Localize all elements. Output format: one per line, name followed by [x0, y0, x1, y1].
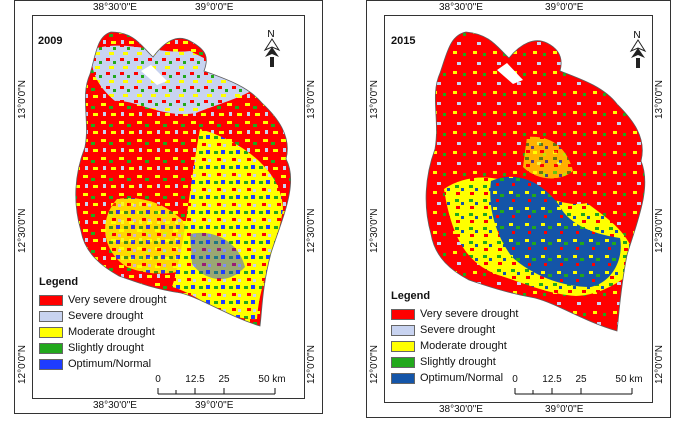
north-arrow-icon: N	[629, 30, 647, 68]
scale-bar-line	[514, 388, 633, 395]
legend-item-very-severe: Very severe drought	[39, 292, 166, 308]
top-longitude-label-1: 38°30'0"E	[93, 2, 137, 13]
map-legend: Legend Very severe drought Severe drough…	[391, 290, 518, 386]
right-latitude-label-2: 12°30'0"N	[654, 208, 665, 254]
right-latitude-label-2: 12°30'0"N	[306, 208, 317, 254]
scale-tick-50: 50 km	[258, 374, 286, 385]
scale-tick-0: 0	[512, 374, 518, 385]
legend-item-severe: Severe drought	[391, 322, 518, 338]
scale-bar: 0 12.5 25 50 km	[152, 374, 286, 402]
scale-bar-line	[157, 388, 276, 395]
legend-item-slightly: Slightly drought	[391, 354, 518, 370]
drought-map-2009	[75, 31, 292, 327]
left-latitude-label-1: 13°0'0"N	[369, 80, 380, 119]
scale-tick-12-5: 12.5	[542, 374, 562, 385]
bottom-longitude-label-2: 39°0'0"E	[545, 404, 584, 415]
map-panel-2015: 38°30'0"E 39°0'0"E 38°30'0"E 39°0'0"E 13…	[366, 0, 671, 418]
map-year-label: 2015	[391, 35, 416, 47]
right-latitude-label-1: 13°0'0"N	[306, 80, 317, 119]
left-latitude-label-3: 12°0'0"N	[17, 345, 28, 384]
legend-item-optimum: Optimum/Normal	[391, 370, 518, 386]
legend-label: Severe drought	[420, 324, 496, 336]
scale-bar: 0 12.5 25 50 km	[509, 374, 643, 402]
legend-item-very-severe: Very severe drought	[391, 306, 518, 322]
red-swatch	[39, 294, 63, 306]
right-latitude-label-3: 12°0'0"N	[306, 345, 317, 384]
left-latitude-label-3: 12°0'0"N	[369, 345, 380, 384]
legend-label: Severe drought	[68, 310, 144, 322]
scale-tick-25: 25	[575, 374, 587, 385]
top-longitude-label-2: 39°0'0"E	[195, 2, 234, 13]
legend-label: Slightly drought	[68, 342, 144, 354]
map-year-label: 2009	[38, 35, 63, 47]
legend-item-moderate: Moderate drought	[39, 324, 166, 340]
legend-item-slightly: Slightly drought	[39, 340, 166, 356]
legend-label: Slightly drought	[420, 356, 496, 368]
top-longitude-label-2: 39°0'0"E	[545, 2, 584, 13]
north-arrow-icon: N	[263, 29, 281, 67]
legend-label: Very severe drought	[68, 294, 167, 306]
light-blue-swatch	[391, 324, 415, 336]
dark-blue-swatch	[391, 372, 415, 384]
map-panel-2009: 38°30'0"E 39°0'0"E 38°30'0"E 39°0'0"E 13…	[14, 0, 323, 414]
top-longitude-label-1: 38°30'0"E	[439, 2, 483, 13]
left-latitude-label-1: 13°0'0"N	[17, 80, 28, 119]
svg-text:N: N	[267, 29, 274, 40]
drought-map-2015	[425, 31, 646, 332]
legend-label: Very severe drought	[420, 308, 519, 320]
left-latitude-label-2: 12°30'0"N	[369, 208, 380, 254]
legend-title: Legend	[391, 290, 431, 302]
right-latitude-label-1: 13°0'0"N	[654, 80, 665, 119]
red-swatch	[391, 308, 415, 320]
legend-label: Optimum/Normal	[68, 358, 152, 370]
scale-tick-0: 0	[155, 374, 161, 385]
scale-tick-50: 50 km	[615, 374, 643, 385]
legend-item-optimum: Optimum/Normal	[39, 356, 166, 372]
legend-label: Moderate drought	[420, 340, 507, 352]
yellow-swatch	[39, 326, 63, 338]
green-swatch	[391, 356, 415, 368]
legend-label: Moderate drought	[68, 326, 155, 338]
blue-swatch	[39, 358, 63, 370]
legend-item-severe: Severe drought	[39, 308, 166, 324]
bottom-longitude-label-1: 38°30'0"E	[439, 404, 483, 415]
legend-item-moderate: Moderate drought	[391, 338, 518, 354]
legend-label: Optimum/Normal	[420, 372, 504, 384]
light-blue-swatch	[39, 310, 63, 322]
legend-title: Legend	[39, 276, 79, 288]
scale-tick-25: 25	[218, 374, 230, 385]
right-latitude-label-3: 12°0'0"N	[654, 345, 665, 384]
map-legend: Legend Very severe drought Severe drough…	[39, 276, 166, 372]
svg-text:N: N	[633, 30, 640, 41]
bottom-longitude-label-2: 39°0'0"E	[195, 400, 234, 411]
yellow-swatch	[391, 340, 415, 352]
left-latitude-label-2: 12°30'0"N	[17, 208, 28, 254]
scale-tick-12-5: 12.5	[185, 374, 205, 385]
green-swatch	[39, 342, 63, 354]
bottom-longitude-label-1: 38°30'0"E	[93, 400, 137, 411]
